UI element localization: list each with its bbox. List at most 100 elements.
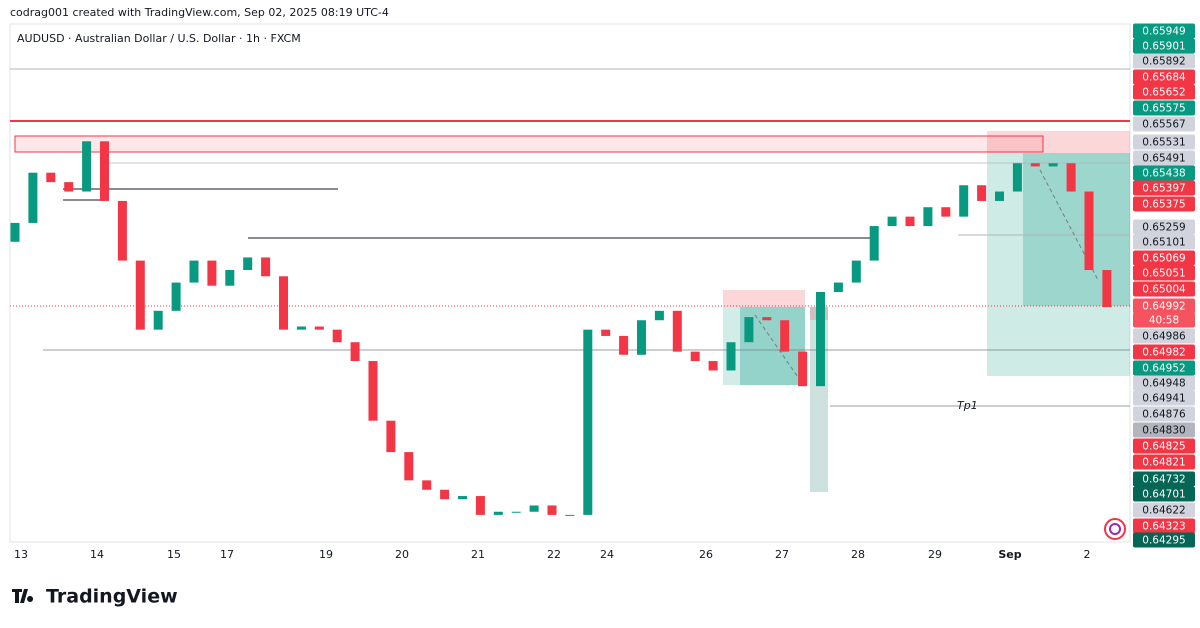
candle-body — [744, 317, 754, 343]
candle-body — [977, 185, 987, 201]
price-badge-label: 0.65069 — [1142, 253, 1185, 265]
drawings: Tp1 — [10, 68, 1130, 492]
candle-body — [82, 141, 92, 192]
candle-body — [28, 172, 38, 223]
price-badge — [1133, 219, 1195, 235]
price-scale: 0.65949 0.65901 0.65892 0.65684 0.65652 0.655… — [1133, 23, 1195, 548]
candle-body — [708, 361, 718, 371]
price-badge — [1133, 180, 1195, 196]
logo: TradingView — [12, 586, 178, 608]
x-tick-label: 26 — [699, 548, 713, 561]
candle-body — [458, 496, 467, 500]
price-badge-label: 0.65901 — [1142, 41, 1185, 53]
candle-body — [565, 514, 575, 516]
x-tick-label: 21 — [471, 548, 485, 561]
candle-body — [100, 141, 109, 201]
price-badge-label: 0.64982 — [1142, 347, 1185, 359]
price-badge-label: 0.64732 — [1142, 474, 1185, 486]
icon — [1109, 523, 1121, 535]
candle-body — [1066, 163, 1076, 192]
price-badge-label: 0.64876 — [1142, 409, 1186, 421]
candle-body — [816, 291, 825, 387]
price-badge-label: 0.65892 — [1142, 56, 1185, 68]
candle-body — [64, 182, 74, 192]
x-tick-label: 20 — [395, 548, 409, 561]
price-badge-label: 0.65684 — [1142, 72, 1186, 84]
price-badge — [1133, 53, 1195, 69]
candle-body — [1012, 163, 1022, 192]
candle-body — [243, 257, 253, 271]
path-line — [754, 314, 801, 381]
candle-body — [46, 172, 56, 183]
price-badge — [1133, 360, 1195, 376]
candle-body — [1102, 270, 1112, 308]
price-badge-label: 0.64622 — [1142, 505, 1185, 517]
logo-mark — [12, 589, 34, 603]
candle-body — [261, 257, 271, 277]
price-badge — [1133, 390, 1195, 406]
candle-body — [601, 329, 611, 336]
logo-text: TradingView — [46, 586, 178, 608]
price-badge — [1133, 116, 1195, 132]
candle-body — [672, 310, 682, 352]
price-badge — [1133, 250, 1195, 266]
candle-body — [10, 222, 20, 242]
candle-body — [440, 489, 450, 500]
price-badge — [1133, 38, 1195, 54]
candle-body — [422, 480, 432, 490]
price-badge-label: 0.65397 — [1142, 183, 1185, 195]
target-zone-filled — [1023, 153, 1130, 306]
candle-body — [135, 260, 145, 330]
candle-body — [493, 511, 503, 515]
price-badge-label: 0.64952 — [1142, 363, 1185, 375]
candle-body — [726, 342, 736, 371]
supply-zone — [14, 135, 1044, 153]
candle-body — [404, 452, 414, 481]
candle-body — [279, 276, 288, 330]
candle-body — [1084, 191, 1094, 271]
price-badge — [1133, 150, 1195, 166]
candle-body — [637, 320, 646, 355]
candle-body — [762, 317, 772, 321]
x-tick-label: 29 — [928, 548, 942, 561]
price-badge-label: 0.64992 — [1142, 301, 1185, 313]
price-badge-label: 0.64830 — [1142, 425, 1185, 437]
candle-body — [959, 185, 969, 217]
candle-body — [207, 260, 217, 286]
candle-body — [583, 329, 593, 515]
candle-body — [189, 260, 199, 283]
candle-body — [851, 260, 861, 283]
price-badge-label: 0.65949 — [1142, 26, 1185, 38]
price-badge-label: 0.65004 — [1142, 284, 1186, 296]
price-badge — [1133, 100, 1195, 116]
x-tick-label: 2 — [1084, 548, 1091, 561]
price-badge — [1133, 438, 1195, 454]
price-badge — [1133, 234, 1195, 250]
price-badge — [1133, 344, 1195, 360]
icon[interactable] — [1104, 518, 1126, 540]
price-badge — [1133, 69, 1195, 85]
price-badge — [1133, 23, 1195, 39]
price-badge-label: 0.64941 — [1142, 393, 1185, 405]
price-badge — [1133, 422, 1195, 438]
price-badge-label: 0.65438 — [1142, 168, 1185, 180]
price-badge — [1133, 406, 1195, 422]
candle-body — [296, 326, 306, 330]
x-tick-label: 24 — [600, 548, 614, 561]
candle-body — [332, 329, 342, 343]
stop-zone — [723, 290, 805, 307]
x-tick-label: 13 — [14, 548, 28, 561]
candle-body — [368, 361, 378, 421]
price-badge-label: 0.64986 — [1142, 331, 1186, 343]
price-badge — [1133, 196, 1195, 212]
price-badge-label: 0.65375 — [1142, 199, 1185, 211]
candle-body — [547, 505, 557, 515]
x-tick-label: 28 — [851, 548, 865, 561]
price-badge — [1133, 471, 1195, 487]
price-badge-label: 0.65051 — [1142, 268, 1185, 280]
price-badge — [1133, 486, 1195, 502]
candles — [10, 141, 1112, 516]
x-tick-label: 17 — [220, 548, 234, 561]
chart-frame — [9, 23, 1131, 543]
